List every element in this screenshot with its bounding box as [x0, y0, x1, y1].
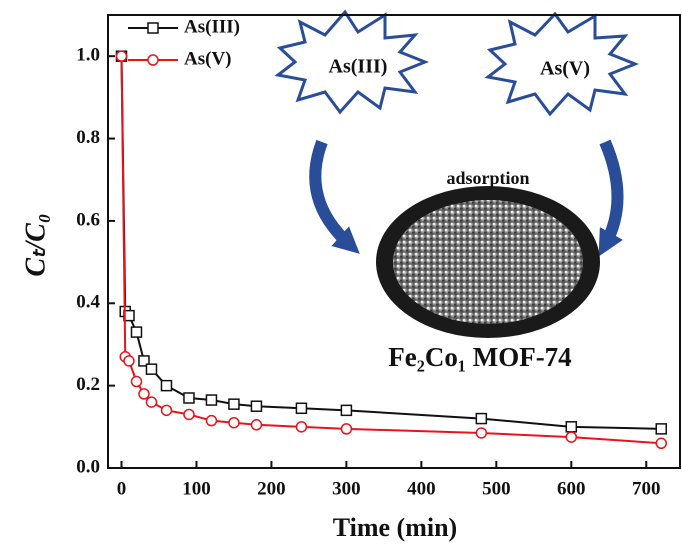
y-tick-label: 0.2 — [76, 374, 100, 395]
star-shape — [274, 9, 430, 115]
x-axis-title: Time (min) — [333, 513, 457, 542]
y-tick-label: 0.4 — [76, 292, 100, 313]
arrow — [598, 139, 624, 257]
x-tick-label: 400 — [407, 478, 436, 499]
plot-frame — [107, 14, 681, 469]
data-point — [655, 423, 668, 435]
data-point — [475, 427, 488, 439]
data-line — [120, 56, 662, 430]
x-tick-label: 500 — [482, 478, 511, 499]
annotation: Fe₂Co₁ MOF-74 — [388, 342, 571, 372]
data-point — [250, 419, 263, 431]
data-point — [250, 400, 263, 412]
y-axis-title: Cₜ/C₀ — [20, 213, 51, 276]
data-point — [228, 416, 240, 429]
legend-label: As(V) — [184, 48, 232, 69]
x-tick-label: 300 — [332, 478, 361, 499]
x-tick-label: 200 — [257, 478, 286, 499]
data-point — [205, 394, 218, 406]
annotation: As(V) — [540, 58, 590, 80]
y-tick-label: 0.6 — [76, 209, 100, 230]
data-line — [120, 56, 662, 445]
data-point — [183, 392, 195, 404]
x-tick-label: 700 — [632, 478, 661, 499]
star-shape — [484, 11, 640, 117]
data-point — [295, 421, 308, 433]
annotation: adsorption — [446, 168, 529, 188]
data-point — [160, 404, 173, 417]
data-point — [340, 404, 353, 417]
y-tick-label: 0.8 — [76, 127, 100, 148]
data-point — [655, 437, 668, 450]
data-point — [138, 388, 150, 400]
x-tick-label: 0 — [117, 478, 127, 499]
inset-graphic: As(III) As(V) adsorption Fe₂Co₁ MOF-74 — [274, 9, 640, 372]
data-point — [138, 355, 150, 367]
y-tick-label: 0.0 — [76, 456, 100, 477]
data-point — [145, 396, 158, 408]
x-tick-label: 100 — [182, 478, 211, 499]
data-point — [183, 408, 195, 421]
data-point — [160, 379, 173, 392]
data-point — [228, 398, 240, 410]
x-tick-label: 600 — [557, 478, 586, 499]
y-tick-label: 1.0 — [76, 45, 100, 66]
data-point — [115, 50, 128, 62]
data-point — [565, 431, 578, 443]
data-point — [475, 412, 488, 425]
data-point — [123, 355, 135, 367]
legend-label: As(III) — [184, 16, 240, 37]
data-point — [130, 326, 143, 338]
data-point — [145, 363, 158, 375]
sample-surface — [393, 200, 583, 324]
data-point — [295, 402, 308, 415]
data-point — [340, 423, 353, 435]
data-point — [205, 414, 218, 427]
annotation: As(III) — [329, 56, 388, 78]
legend-marker — [147, 22, 159, 34]
data-point — [130, 375, 143, 388]
arrow — [309, 139, 360, 254]
data-point — [565, 421, 578, 433]
legend-marker — [147, 54, 159, 66]
